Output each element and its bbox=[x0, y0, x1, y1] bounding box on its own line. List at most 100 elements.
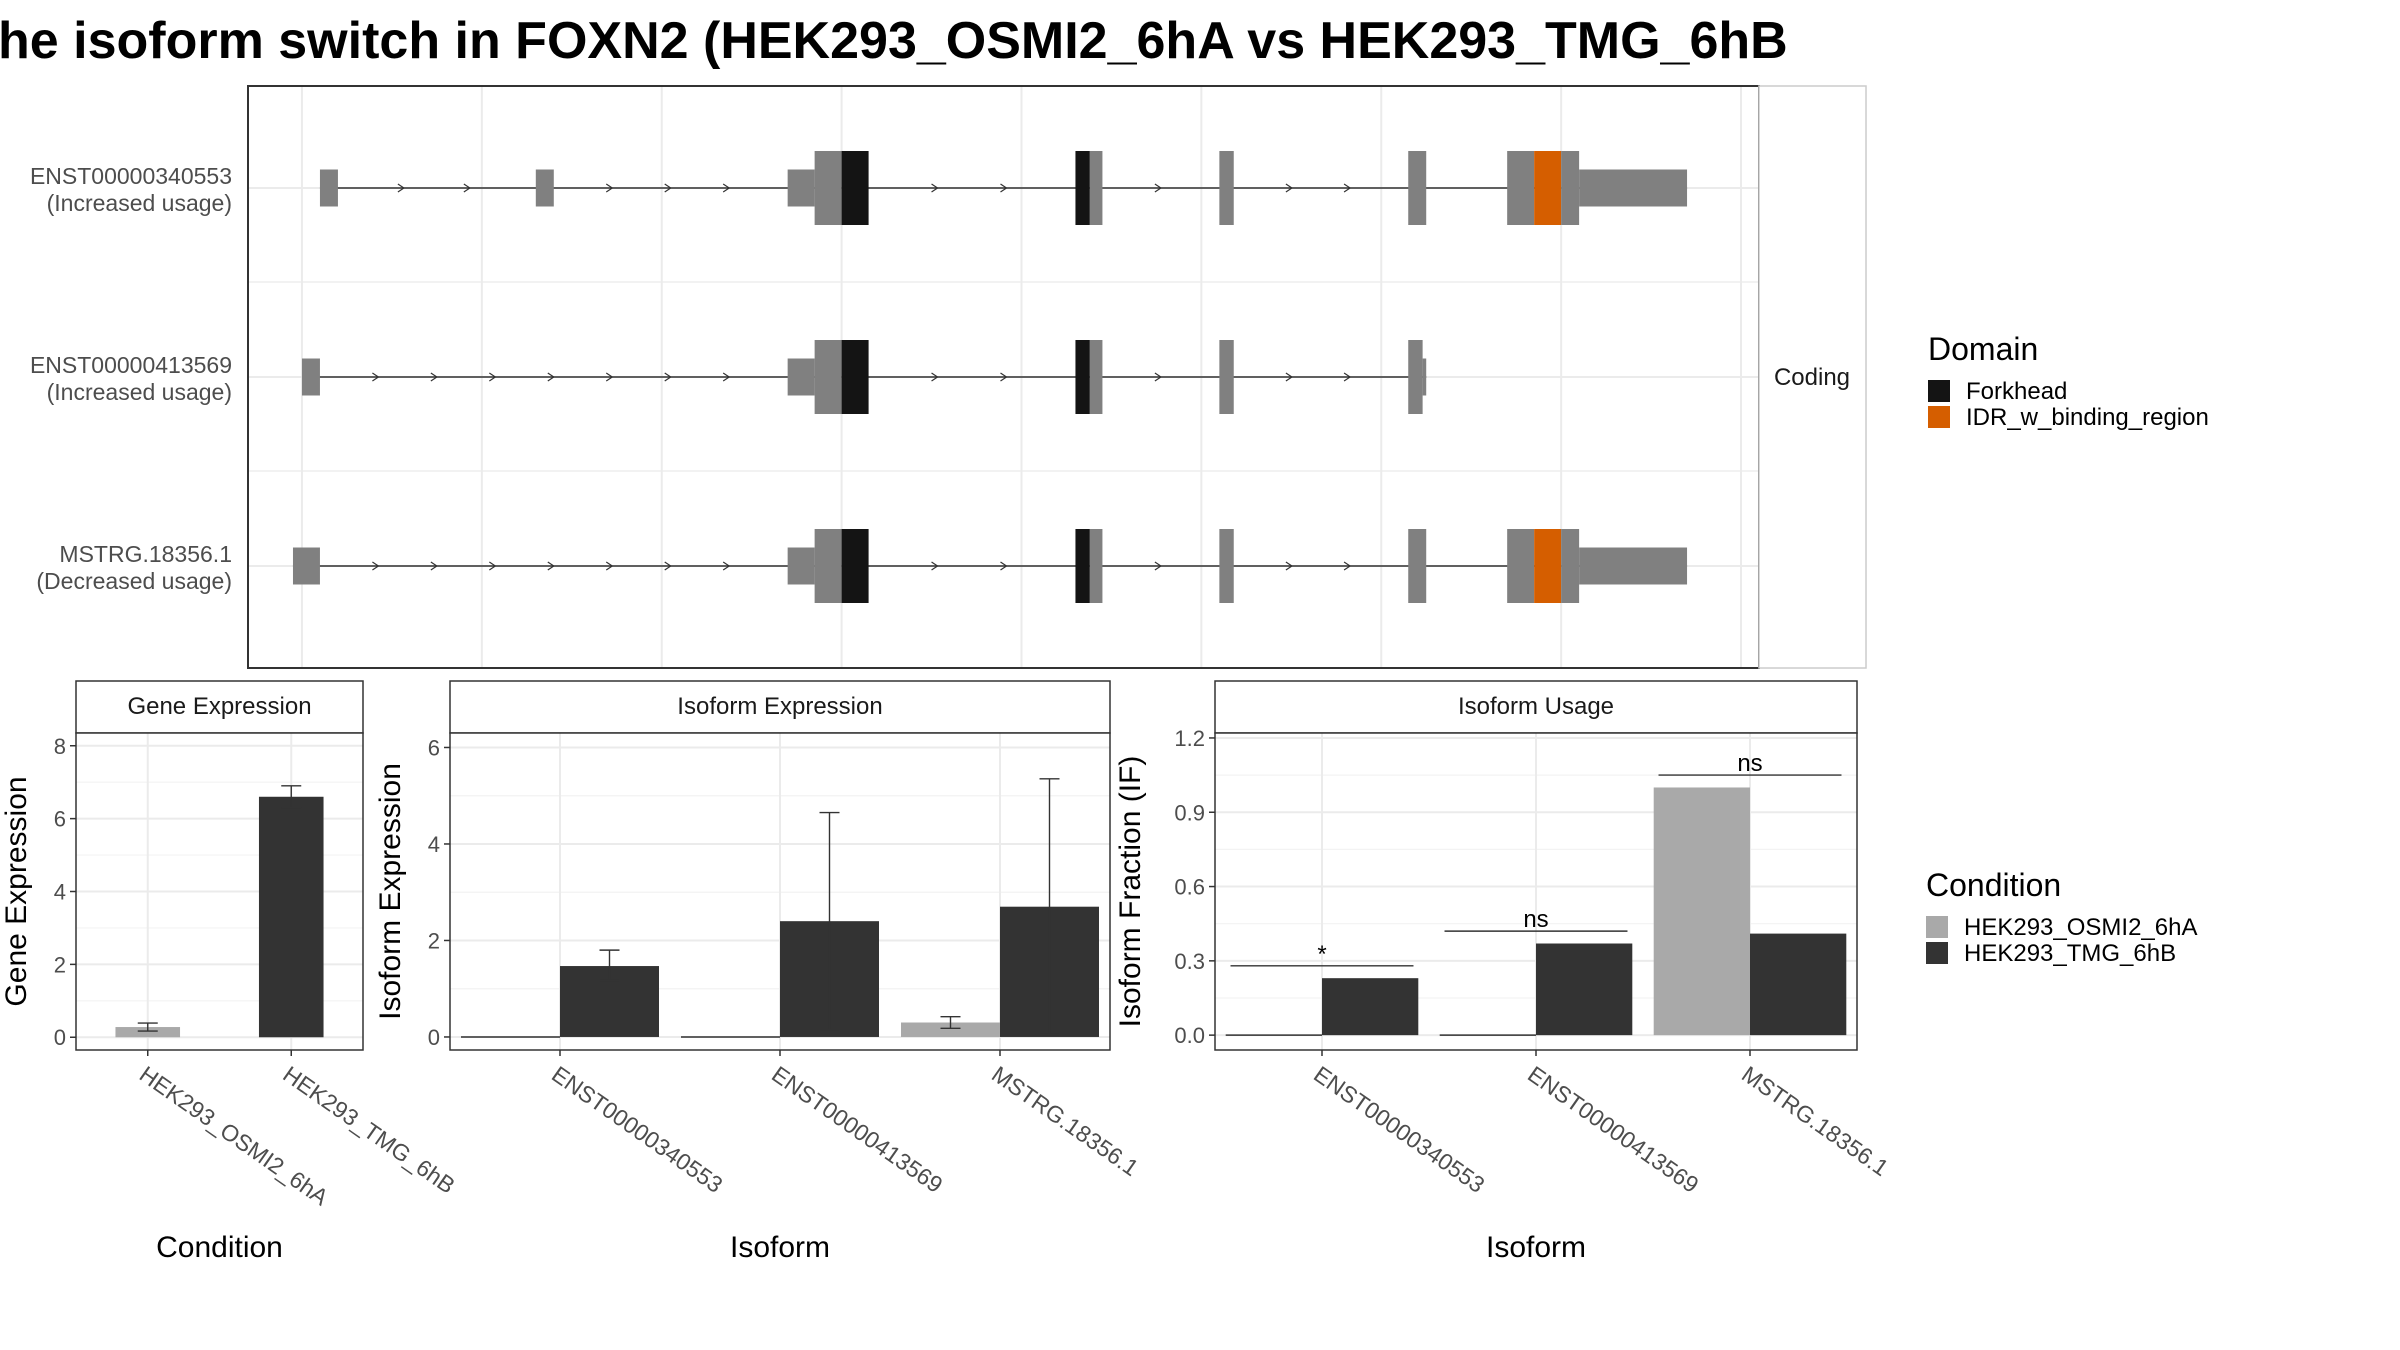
exon-utr bbox=[535, 169, 554, 207]
exon-cds bbox=[1089, 340, 1103, 414]
exon-utr bbox=[787, 547, 815, 585]
intron-arrow bbox=[463, 183, 471, 193]
y-axis-title: Isoform Fraction (IF) bbox=[1114, 756, 1147, 1028]
transcript-usage-label: (Increased usage) bbox=[47, 379, 232, 405]
intron-arrow bbox=[1000, 183, 1008, 193]
exon-idr bbox=[1534, 151, 1562, 225]
intron-arrow bbox=[1154, 372, 1162, 382]
exon-utr bbox=[1579, 547, 1688, 585]
bar bbox=[1536, 943, 1633, 1036]
transcript-label: MSTRG.18356.1 bbox=[59, 541, 232, 567]
intron-arrow bbox=[931, 561, 939, 571]
figure-title: he isoform switch in FOXN2 (HEK293_OSMI2… bbox=[0, 12, 1788, 70]
x-tick-label: MSTRG.18356.1 bbox=[987, 1061, 1143, 1181]
y-tick-label: 0 bbox=[428, 1025, 440, 1050]
y-tick-label: 4 bbox=[54, 880, 66, 905]
exon-cds bbox=[1507, 151, 1535, 225]
condition-legend-label: HEK293_OSMI2_6hA bbox=[1964, 914, 2197, 941]
y-axis-title: Gene Expression bbox=[0, 776, 33, 1006]
exon-cds bbox=[1089, 529, 1103, 603]
isoform-expression-panel: Isoform Expression 0 2 4 6 ENST00000340553 ENS… bbox=[374, 680, 1143, 1264]
intron-arrow bbox=[722, 183, 731, 193]
exon-utr bbox=[1579, 169, 1688, 207]
y-tick-label: 8 bbox=[54, 734, 66, 759]
exon-cds bbox=[1219, 151, 1234, 225]
intron-arrow bbox=[489, 372, 497, 382]
panel-strip-label: Isoform Expression bbox=[677, 693, 882, 720]
panel-strip-label: Gene Expression bbox=[127, 693, 311, 720]
exon-cds bbox=[1219, 340, 1234, 414]
exon-forkhead bbox=[1075, 529, 1090, 603]
bar bbox=[1322, 978, 1419, 1036]
exon-utr bbox=[301, 358, 320, 396]
exon-forkhead bbox=[841, 529, 869, 603]
y-axis-title: Isoform Expression bbox=[374, 763, 407, 1020]
x-axis-title: Condition bbox=[156, 1231, 283, 1264]
significance-label: ns bbox=[1737, 750, 1762, 777]
intron-arrow bbox=[722, 561, 731, 571]
exon-cds bbox=[1408, 151, 1427, 225]
y-tick-label: 0.3 bbox=[1174, 949, 1205, 974]
y-tick-label: 0.6 bbox=[1174, 875, 1205, 900]
x-axis-title: Isoform bbox=[1486, 1231, 1586, 1264]
coding-strip-label: Coding bbox=[1774, 364, 1850, 391]
intron-arrow bbox=[1343, 561, 1352, 571]
exon-cds bbox=[1089, 151, 1103, 225]
intron-arrow bbox=[605, 372, 614, 382]
exon-utr bbox=[787, 358, 815, 396]
domain-legend-label: IDR_w_binding_region bbox=[1966, 404, 2209, 431]
intron-arrow bbox=[1343, 372, 1352, 382]
y-tick-label: 0.0 bbox=[1174, 1023, 1205, 1048]
intron-arrow bbox=[372, 372, 380, 382]
intron-arrow bbox=[372, 561, 380, 571]
x-tick-label: ENST00000340553 bbox=[547, 1061, 727, 1198]
condition-legend-swatch bbox=[1926, 942, 1948, 964]
exon-utr bbox=[1422, 358, 1427, 396]
intron-arrow bbox=[1285, 561, 1293, 571]
panel-strip bbox=[75, 680, 364, 734]
exon-idr bbox=[1534, 529, 1562, 603]
intron-arrow bbox=[605, 561, 614, 571]
x-tick-label: ENST00000413569 bbox=[767, 1061, 947, 1198]
intron-arrow bbox=[489, 561, 497, 571]
transcript-usage-label: (Increased usage) bbox=[47, 190, 232, 216]
intron-arrow bbox=[931, 372, 939, 382]
exon-cds bbox=[814, 529, 842, 603]
exon-forkhead bbox=[1075, 151, 1090, 225]
intron-arrow bbox=[547, 372, 555, 382]
isoform-usage-panel: Isoform Usage 0.0 0.3 0.6 0.9 1.2 * ns ns ENST000… bbox=[1114, 680, 1893, 1264]
intron-arrow bbox=[664, 183, 672, 193]
significance-label: ns bbox=[1523, 906, 1548, 933]
y-tick-label: 0.9 bbox=[1174, 800, 1205, 825]
exon-cds bbox=[1408, 340, 1423, 414]
exon-cds bbox=[1408, 529, 1427, 603]
intron-arrow bbox=[1343, 183, 1352, 193]
exon-utr bbox=[319, 169, 338, 207]
panel-border bbox=[75, 732, 364, 1051]
condition-legend-title: Condition bbox=[1926, 867, 2061, 903]
condition-legend-swatch bbox=[1926, 916, 1948, 938]
domain-legend-swatch bbox=[1928, 380, 1950, 402]
domain-legend-swatch bbox=[1928, 406, 1950, 428]
gene-structure-panel: ENST00000340553(Increased usage)ENST0000… bbox=[30, 85, 1867, 669]
x-tick-label: MSTRG.18356.1 bbox=[1737, 1061, 1893, 1181]
intron-arrow bbox=[1154, 183, 1162, 193]
exon-forkhead bbox=[841, 340, 869, 414]
domain-legend-label: Forkhead bbox=[1966, 378, 2067, 405]
exon-utr bbox=[787, 169, 815, 207]
intron-arrow bbox=[1000, 561, 1008, 571]
condition-legend-label: HEK293_TMG_6hB bbox=[1964, 940, 2176, 967]
x-tick-label: ENST00000340553 bbox=[1309, 1061, 1489, 1198]
intron-arrow bbox=[1285, 372, 1293, 382]
exon-cds bbox=[1561, 151, 1580, 225]
transcript-label: ENST00000413569 bbox=[30, 352, 232, 378]
transcript-label: ENST00000340553 bbox=[30, 163, 232, 189]
intron-arrow bbox=[1154, 561, 1162, 571]
exon-forkhead bbox=[841, 151, 869, 225]
y-tick-label: 1.2 bbox=[1174, 726, 1205, 751]
significance-label: * bbox=[1317, 941, 1326, 968]
exon-utr bbox=[292, 547, 320, 585]
intron-arrow bbox=[722, 372, 731, 382]
domain-legend-title: Domain bbox=[1928, 331, 2038, 367]
